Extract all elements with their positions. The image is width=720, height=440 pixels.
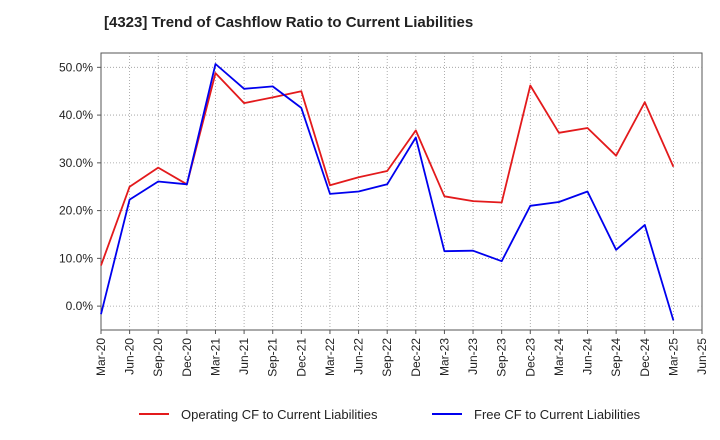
x-tick-label: Jun-24 [581,338,595,375]
x-tick-label: Mar-21 [208,338,222,376]
series-line [100,63,675,321]
x-tick-label: Dec-21 [294,338,308,377]
x-tick-label: Sep-21 [266,338,280,377]
chart-title: [4323] Trend of Cashflow Ratio to Curren… [104,14,474,31]
x-tick-label: Jun-21 [237,338,251,375]
x-tick-label: Mar-22 [323,338,337,376]
x-tick-label: Jun-23 [466,338,480,375]
x-tick-label: Dec-20 [180,338,194,377]
x-tick-label: Jun-22 [352,338,366,375]
x-tick-label: Dec-24 [638,338,652,377]
x-tick-label: Mar-24 [552,338,566,376]
y-tick-label: 30.0% [59,156,93,170]
y-tick-label: 50.0% [59,60,93,74]
y-tick-label: 40.0% [59,108,93,122]
y-tick-label: 10.0% [59,251,93,265]
x-tick-label: Sep-24 [609,338,623,377]
x-tick-label: Sep-20 [151,338,165,377]
series-lines [100,63,675,321]
x-tick-label: Mar-23 [437,338,451,376]
legend-label: Operating CF to Current Liabilities [181,407,378,422]
x-tick-label: Dec-23 [523,338,537,377]
y-axis-ticks: 0.0% 10.0% 20.0% 30.0% 40.0% 50.0% [59,60,101,313]
x-tick-label: Mar-20 [94,338,108,376]
x-tick-label: Sep-22 [380,338,394,377]
x-tick-label: Mar-25 [666,338,680,376]
grid-lines [101,53,702,330]
y-tick-label: 20.0% [59,204,93,218]
x-tick-label: Jun-20 [123,338,137,375]
x-tick-label: Dec-22 [409,338,423,377]
x-axis-ticks: Mar-20 Jun-20 Sep-20 Dec-20 Mar-21 Jun-21 Sep-… [94,330,709,377]
plot-area-frame [100,52,703,331]
y-tick-label: 0.0% [66,299,94,313]
legend: Operating CF to Current Liabilities Free … [139,407,641,422]
x-tick-label: Sep-23 [495,338,509,377]
x-tick-label: Jun-25 [695,338,709,375]
legend-label: Free CF to Current Liabilities [474,407,641,422]
